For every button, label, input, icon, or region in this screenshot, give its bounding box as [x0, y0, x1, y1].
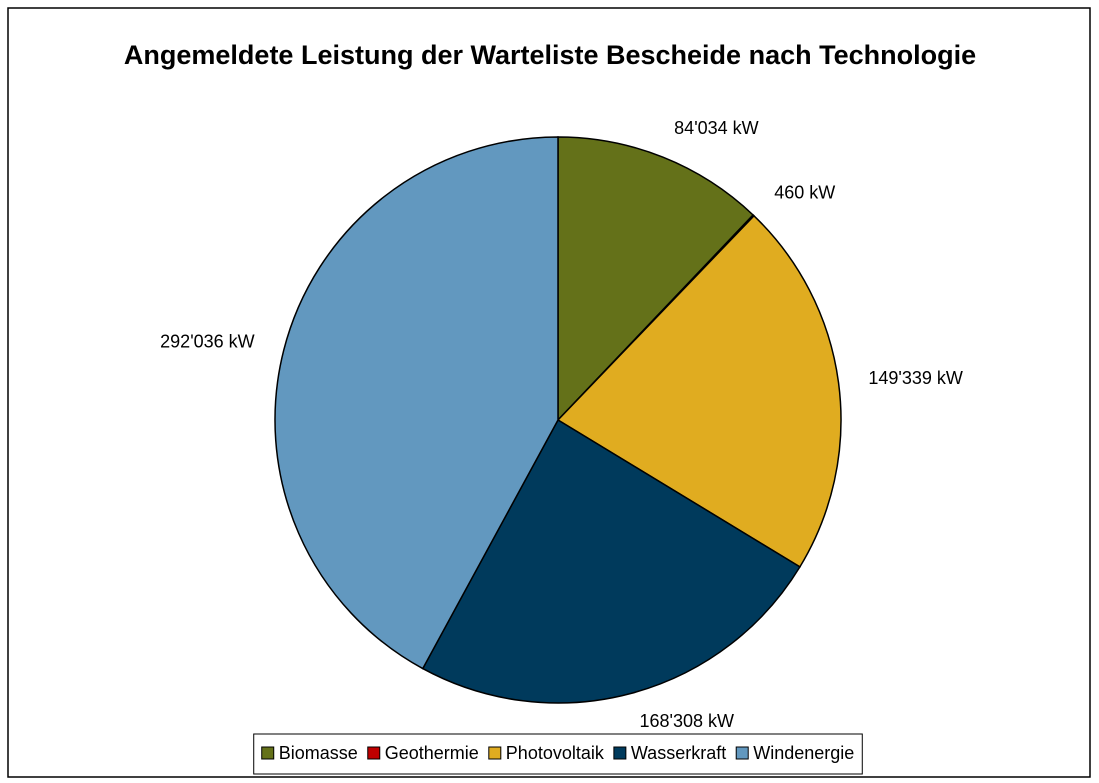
legend-swatch: [488, 746, 502, 760]
data-label: 84'034 kW: [674, 118, 758, 138]
pie-slice: [421, 418, 801, 704]
legend-label: Photovoltaik: [506, 743, 605, 763]
legend-label: Wasserkraft: [631, 743, 726, 763]
data-label: 460 kW: [774, 182, 835, 202]
legend-swatch: [613, 746, 627, 760]
legend-label: Windenergie: [753, 743, 854, 763]
chart-title: Angemeldete Leistung der Warteliste Besc…: [123, 40, 977, 70]
legend-label: Biomasse: [279, 743, 358, 763]
legend-swatch: [261, 746, 275, 760]
legend: Biomasse Geothermie Photovoltaik Wasserkraf…: [253, 733, 863, 775]
pie-slice: [557, 136, 755, 422]
legend-swatch: [367, 746, 381, 760]
legend-box: [253, 733, 863, 775]
data-label: 168'308 kW: [639, 711, 734, 731]
data-label: 292'036 kW: [160, 332, 255, 352]
data-label: 149'339 kW: [868, 368, 963, 388]
legend-swatch: [735, 746, 749, 760]
pie-slice: [556, 214, 842, 568]
pie-slice: [274, 136, 559, 670]
legend-label: Geothermie: [385, 743, 479, 763]
